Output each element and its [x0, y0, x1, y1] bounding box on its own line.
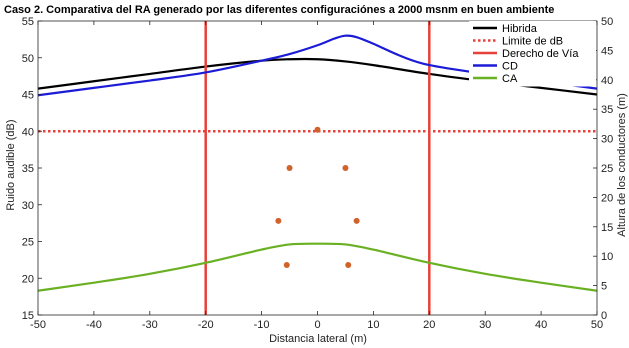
legend-label-derecho-de-v-a: Derecho de Vía	[502, 48, 579, 60]
x-tick-label: -40	[86, 319, 102, 331]
y2-tick-label: 25	[601, 163, 613, 175]
y2-tick-label: 35	[601, 104, 613, 116]
y2-axis-label: Altura de los conductores (m)	[616, 93, 628, 237]
legend-label-limite-de-db: Limite de dB	[502, 36, 563, 48]
y-tick-label: 50	[22, 53, 34, 65]
conductor-point-2	[342, 165, 349, 171]
conductor-point-4	[353, 217, 360, 224]
x-tick-label: -10	[254, 319, 270, 331]
x-tick-label: -20	[198, 319, 214, 331]
y-tick-label: 25	[22, 237, 34, 249]
x-tick-label: 20	[423, 319, 435, 331]
x-axis-label: Distancia lateral (m)	[269, 333, 367, 345]
conductor-point-5	[283, 262, 290, 269]
y-tick-label: 15	[22, 310, 34, 322]
legend-label-hibrida: Hibrida	[502, 23, 538, 35]
y2-tick-label: 15	[601, 222, 613, 234]
y2-tick-label: 10	[601, 251, 613, 263]
y-axis-label: Ruido audible (dB)	[5, 119, 17, 210]
y-tick-label: 20	[22, 273, 34, 285]
conductor-point-6	[345, 262, 352, 269]
y-tick-label: 55	[22, 16, 34, 28]
x-tick-label: 10	[367, 319, 379, 331]
x-tick-label: 50	[591, 319, 603, 331]
chart-title: Caso 2. Comparativa del RA generado por …	[4, 4, 554, 16]
conductor-point-3	[275, 217, 282, 224]
y2-tick-label: 5	[601, 281, 607, 293]
legend-label-cd: CD	[502, 61, 518, 73]
y2-tick-label: 30	[601, 134, 613, 146]
y-tick-label: 35	[22, 163, 34, 175]
y2-tick-label: 0	[601, 310, 607, 322]
x-tick-label: -30	[142, 319, 158, 331]
x-tick-label: 0	[314, 319, 320, 331]
legend-label-ca: CA	[502, 73, 518, 85]
x-tick-label: 30	[479, 319, 491, 331]
conductor-point-0	[314, 126, 321, 133]
y-tick-label: 45	[22, 90, 34, 102]
y2-tick-label: 20	[601, 192, 613, 204]
x-tick-label: 40	[535, 319, 547, 331]
series-ca	[37, 242, 598, 292]
y-tick-label: 40	[22, 126, 34, 138]
x-tick-label: -50	[30, 319, 46, 331]
conductor-point-1	[286, 165, 293, 171]
y2-tick-label: 50	[601, 16, 613, 28]
y-tick-label: 30	[22, 200, 34, 212]
series-cd	[37, 34, 598, 97]
y2-tick-label: 45	[601, 45, 613, 57]
y2-tick-label: 40	[601, 75, 613, 87]
